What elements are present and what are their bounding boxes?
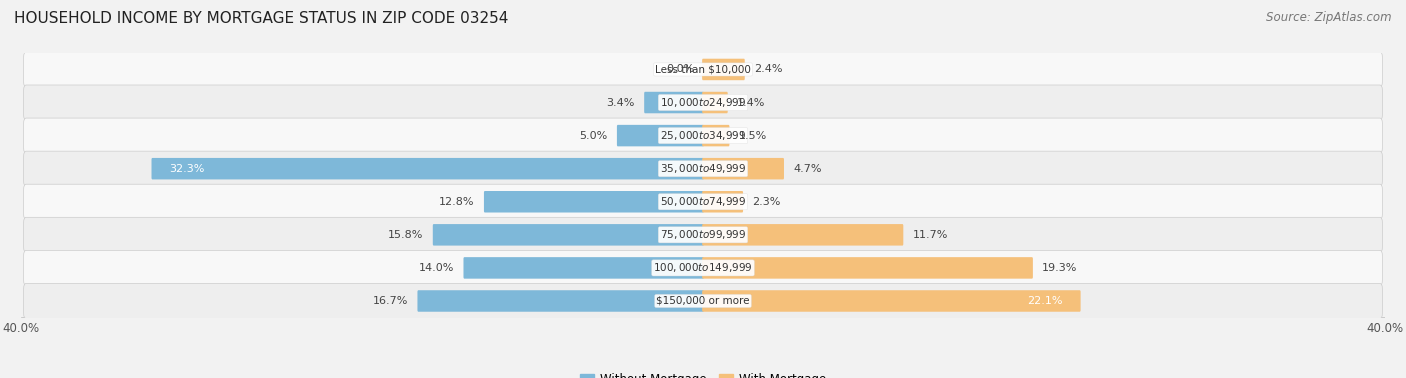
FancyBboxPatch shape <box>24 284 1382 319</box>
Text: 11.7%: 11.7% <box>912 230 948 240</box>
Text: $150,000 or more: $150,000 or more <box>657 296 749 306</box>
FancyBboxPatch shape <box>702 59 745 80</box>
FancyBboxPatch shape <box>24 151 1382 186</box>
Text: 1.5%: 1.5% <box>738 131 768 141</box>
Text: Less than $10,000: Less than $10,000 <box>655 65 751 74</box>
Text: $25,000 to $34,999: $25,000 to $34,999 <box>659 129 747 142</box>
Text: 0.0%: 0.0% <box>666 65 695 74</box>
Text: 5.0%: 5.0% <box>579 131 607 141</box>
FancyBboxPatch shape <box>702 224 903 246</box>
FancyBboxPatch shape <box>152 158 704 180</box>
Text: HOUSEHOLD INCOME BY MORTGAGE STATUS IN ZIP CODE 03254: HOUSEHOLD INCOME BY MORTGAGE STATUS IN Z… <box>14 11 509 26</box>
FancyBboxPatch shape <box>702 290 1081 312</box>
FancyBboxPatch shape <box>24 118 1382 153</box>
Text: $50,000 to $74,999: $50,000 to $74,999 <box>659 195 747 208</box>
Text: $100,000 to $149,999: $100,000 to $149,999 <box>654 262 752 274</box>
FancyBboxPatch shape <box>24 250 1382 285</box>
FancyBboxPatch shape <box>464 257 704 279</box>
FancyBboxPatch shape <box>24 217 1382 253</box>
FancyBboxPatch shape <box>24 52 1382 87</box>
Text: $35,000 to $49,999: $35,000 to $49,999 <box>659 162 747 175</box>
FancyBboxPatch shape <box>702 158 785 180</box>
FancyBboxPatch shape <box>644 92 704 113</box>
FancyBboxPatch shape <box>702 257 1033 279</box>
FancyBboxPatch shape <box>433 224 704 246</box>
FancyBboxPatch shape <box>702 125 730 146</box>
Text: 15.8%: 15.8% <box>388 230 423 240</box>
FancyBboxPatch shape <box>617 125 704 146</box>
Text: 14.0%: 14.0% <box>419 263 454 273</box>
FancyBboxPatch shape <box>24 85 1382 120</box>
FancyBboxPatch shape <box>418 290 704 312</box>
Text: 12.8%: 12.8% <box>439 197 475 207</box>
FancyBboxPatch shape <box>484 191 704 212</box>
Text: 1.4%: 1.4% <box>737 98 765 107</box>
Text: 2.3%: 2.3% <box>752 197 780 207</box>
Text: Source: ZipAtlas.com: Source: ZipAtlas.com <box>1267 11 1392 24</box>
FancyBboxPatch shape <box>702 191 742 212</box>
Text: 3.4%: 3.4% <box>606 98 636 107</box>
Text: 32.3%: 32.3% <box>169 164 205 174</box>
Text: 22.1%: 22.1% <box>1028 296 1063 306</box>
FancyBboxPatch shape <box>702 92 728 113</box>
Text: $10,000 to $24,999: $10,000 to $24,999 <box>659 96 747 109</box>
FancyBboxPatch shape <box>24 184 1382 219</box>
Text: 2.4%: 2.4% <box>754 65 783 74</box>
Text: 4.7%: 4.7% <box>793 164 823 174</box>
Legend: Without Mortgage, With Mortgage: Without Mortgage, With Mortgage <box>575 369 831 378</box>
Text: 16.7%: 16.7% <box>373 296 408 306</box>
Text: $75,000 to $99,999: $75,000 to $99,999 <box>659 228 747 241</box>
Text: 19.3%: 19.3% <box>1042 263 1077 273</box>
